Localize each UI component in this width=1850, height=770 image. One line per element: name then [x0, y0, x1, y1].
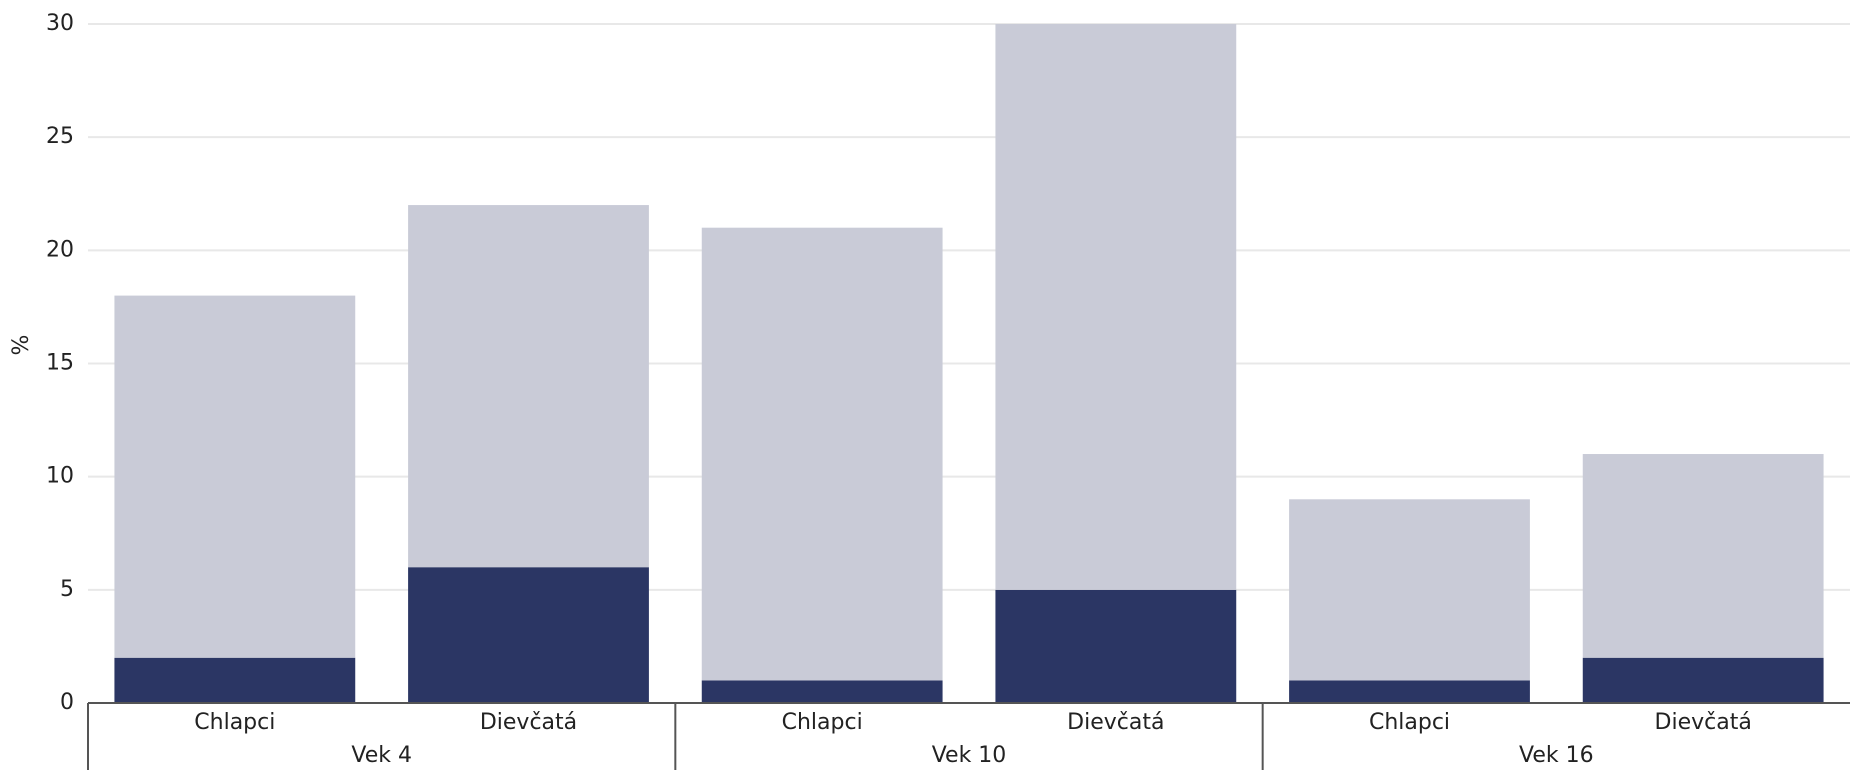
bar-segment: [114, 295, 356, 658]
x-tick-label: Dievčatá: [1655, 710, 1752, 735]
x-tick-label: Chlapci: [782, 710, 863, 735]
y-tick-label: 5: [60, 577, 74, 602]
group-label: Vek 4: [351, 743, 412, 768]
bar-segment: [114, 657, 356, 703]
y-axis-label: %: [9, 335, 34, 356]
y-tick-label: 15: [46, 351, 74, 376]
group-label: Vek 16: [1519, 743, 1594, 768]
bar-segment: [408, 567, 649, 703]
y-tick-label: 20: [46, 237, 74, 262]
x-tick-label: Dievčatá: [1067, 710, 1164, 735]
y-tick-label: 25: [46, 124, 74, 149]
bar-segment: [701, 680, 943, 703]
y-tick-label: 10: [46, 464, 74, 489]
bar-segment: [995, 24, 1237, 590]
x-tick-label: Chlapci: [1369, 710, 1450, 735]
group-label: Vek 10: [932, 743, 1007, 768]
bar-segment: [701, 227, 943, 681]
bar-segment: [1582, 657, 1824, 703]
bar-segment: [1289, 680, 1530, 703]
x-tick-label: Chlapci: [194, 710, 275, 735]
y-tick-label: 0: [60, 690, 74, 715]
x-tick-label: Dievčatá: [480, 710, 577, 735]
bar-segment: [995, 589, 1237, 703]
bar-segment: [1289, 499, 1530, 681]
bar-segment: [408, 205, 649, 568]
bar-segment: [1582, 454, 1824, 658]
y-tick-label: 30: [46, 11, 74, 36]
